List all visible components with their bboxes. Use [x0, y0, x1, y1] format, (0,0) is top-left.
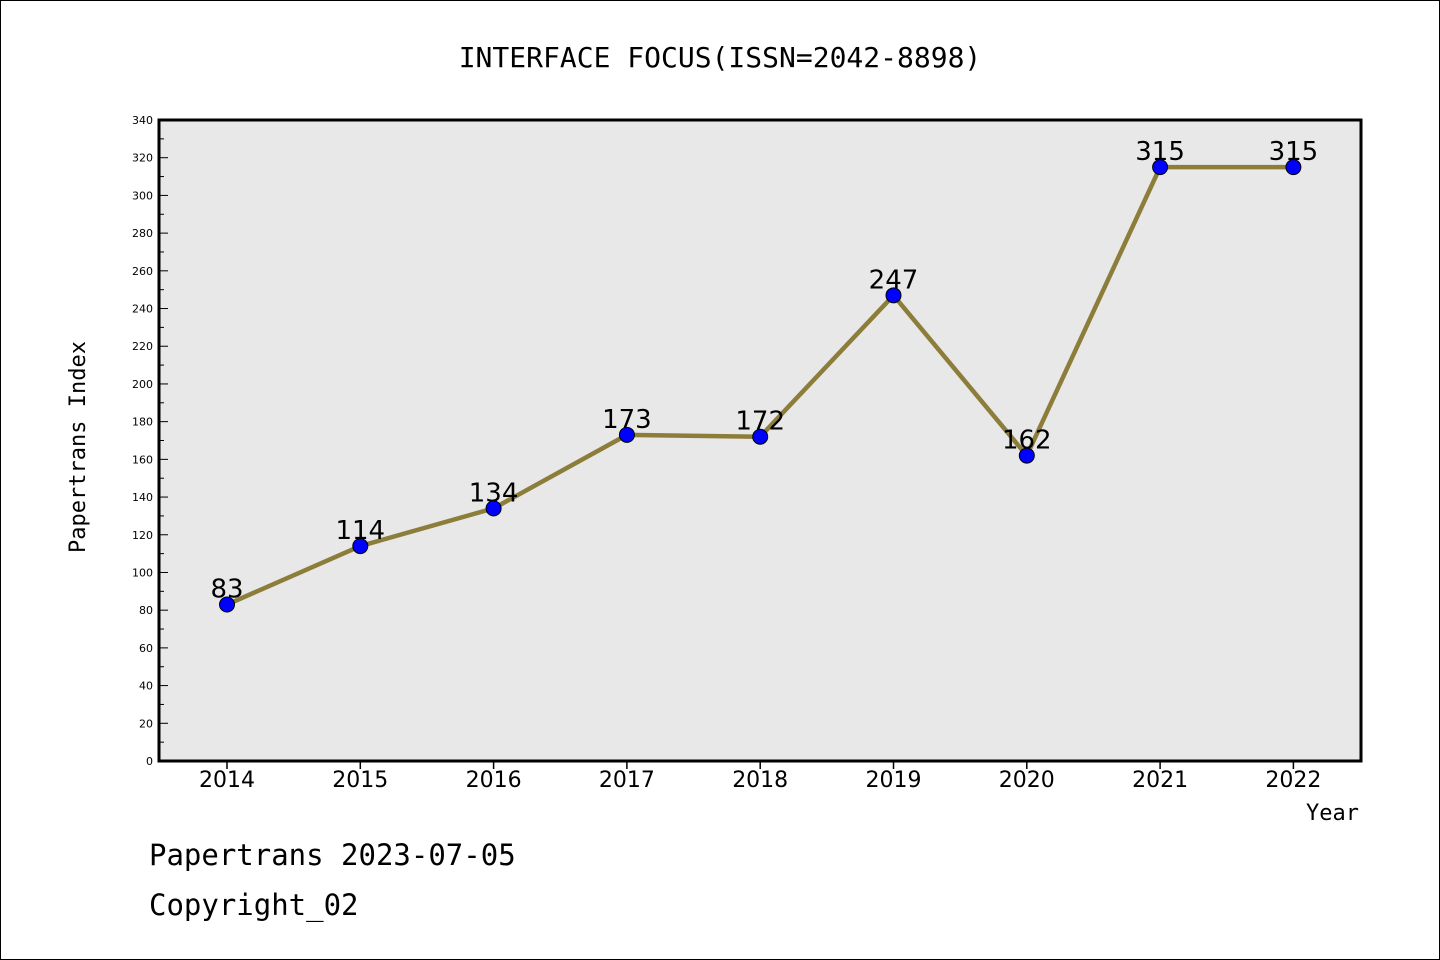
x-tick-label: 2018 [732, 768, 788, 793]
y-tick-label: 220 [132, 340, 153, 353]
data-point [1152, 159, 1169, 176]
data-point [1285, 159, 1302, 176]
y-tick-label: 180 [132, 416, 153, 429]
y-tick-label: 80 [139, 604, 153, 617]
x-tick-label: 2022 [1265, 768, 1321, 793]
data-label: 315 [1269, 137, 1319, 167]
data-label: 114 [335, 516, 385, 546]
data-label: 247 [869, 265, 919, 295]
y-tick-label: 120 [132, 529, 153, 542]
data-point [752, 428, 769, 445]
y-tick-label: 160 [132, 453, 153, 466]
x-tick-label: 2014 [199, 768, 255, 793]
data-point [352, 538, 369, 555]
chart-title: INTERFACE FOCUS(ISSN=2042-8898) [459, 41, 982, 74]
x-tick-label: 2017 [599, 768, 655, 793]
y-tick-label: 20 [139, 717, 153, 730]
x-tick-label: 2015 [332, 768, 388, 793]
y-tick-label: 60 [139, 642, 153, 655]
x-axis: 2014 2015 2016 2017 2018 2019 2020 2021 2022 [199, 761, 1321, 793]
data-label: 134 [469, 478, 519, 508]
y-tick-label: 340 [132, 114, 153, 127]
y-axis-label: Papertrans Index [66, 341, 91, 553]
data-label: 172 [735, 407, 785, 437]
y-tick-label: 240 [132, 303, 153, 316]
data-point [1018, 447, 1035, 464]
y-tick-label: 0 [146, 755, 153, 768]
y-tick-label: 320 [132, 152, 153, 165]
y-axis: 0 20 40 60 80 100 120 140 160 180 200 220 240 260 280 3… [132, 114, 168, 768]
x-axis-label: Year [1306, 801, 1359, 826]
x-tick-label: 2016 [466, 768, 522, 793]
y-tick-label: 200 [132, 378, 153, 391]
data-label: 83 [210, 575, 243, 605]
data-point [885, 287, 902, 304]
series-layer: 83 114 134 173 172 247 162 315 315 [210, 137, 1319, 613]
y-tick-label: 140 [132, 491, 153, 504]
x-tick-label: 2020 [999, 768, 1055, 793]
y-tick-label: 300 [132, 189, 153, 202]
data-point [219, 596, 235, 613]
data-point [485, 500, 502, 517]
footer-date-text: Papertrans 2023-07-05 [149, 838, 516, 872]
x-tick-label: 2021 [1132, 768, 1188, 793]
data-label: 162 [1002, 426, 1052, 456]
y-tick-label: 260 [132, 265, 153, 278]
data-label: 315 [1135, 137, 1185, 167]
data-label: 173 [602, 405, 652, 435]
y-tick-label: 280 [132, 227, 153, 240]
data-point [618, 426, 635, 443]
x-tick-label: 2019 [866, 768, 922, 793]
footer-copyright-text: Copyright_02 [149, 888, 359, 923]
y-tick-label: 40 [139, 680, 153, 693]
y-tick-label: 100 [132, 566, 153, 579]
